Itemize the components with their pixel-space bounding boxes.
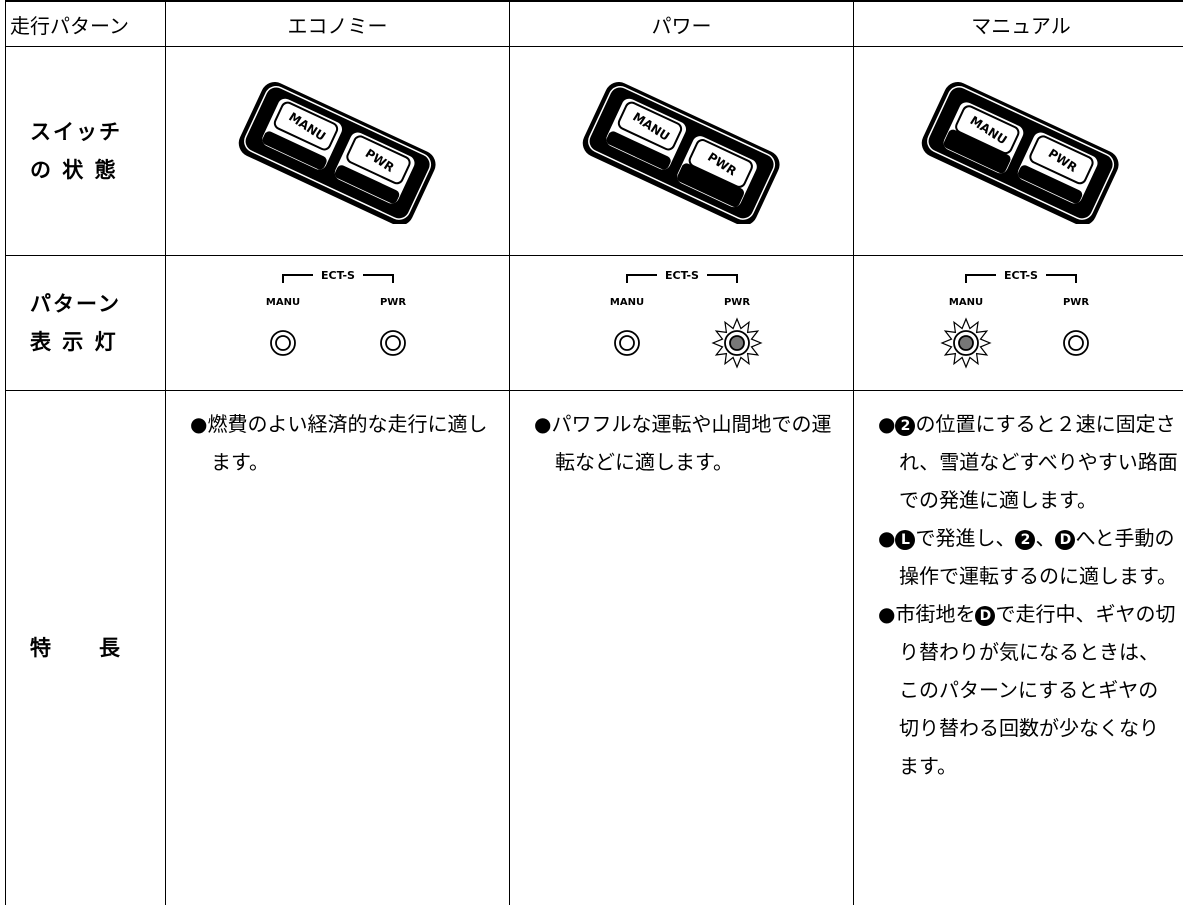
header-row: 走行パターン エコノミー パワー マニュアル [6,1,1183,47]
feature-text: ● [878,526,895,550]
group-label: ECT-S [321,269,355,282]
header-cell: エコノミー [166,1,510,47]
group-label: ECT-S [1004,269,1038,282]
header-cell: 走行パターン [6,1,166,47]
lamp-label: PWR [1063,297,1089,308]
lamp-cell: ECT-S MANU PWR [166,256,510,391]
circled-mark: L [895,530,915,550]
label-line: の 状 態 [30,151,165,189]
feature-item: ●燃費のよい経済的な走行に適します。 [190,405,499,481]
circled-mark: 2 [895,416,915,436]
panel-base [234,77,440,224]
lamp-cell: ECT-S MANU PWR [854,256,1183,391]
feature-cell: ●パワフルな運転や山間地での運転などに適します。 [510,391,854,905]
lamp-cell: ECT-S MANU PWR [510,256,854,391]
lamp-label: MANU [949,297,983,308]
feature-text: ●パワフルな運転や山間地での運転などに適します。 [534,412,831,474]
lamp-drawing: ECT-S MANU PWR [238,261,438,381]
row-label: パターン 表 示 灯 [6,256,166,391]
feature-text: ●燃費のよい経済的な走行に適します。 [190,412,487,474]
feature-text: で走行中、ギヤの切り替わりが気になるときは、このパターンにするとギヤの切り替わる… [899,602,1175,778]
label-line: パターン [30,285,165,323]
feature-text: の位置にすると２速に固定され、雪道などすべりやすい路面での発進に適します。 [899,412,1178,512]
lamp-label: MANU [265,297,299,308]
lamp-inner [730,336,744,350]
lamp-label: PWR [723,297,749,308]
header-cell: マニュアル [854,1,1183,47]
lamp-inner [620,336,634,350]
circled-mark: D [1055,530,1075,550]
feature-text: ● [878,412,895,436]
lamp-drawing: ECT-S MANU PWR [582,261,782,381]
lamp-row: パターン 表 示 灯 ECT-S MANU PWR ECT-S MANU PWR ECT… [6,256,1183,391]
lamp-inner [276,336,290,350]
feature-cell: ●燃費のよい経済的な走行に適します。 [166,391,510,905]
lamp-inner [1069,336,1083,350]
circled-mark: 2 [1015,530,1035,550]
row-label: 特 長 [6,391,166,905]
feature-text: 、 [1035,526,1055,550]
panel-base [578,77,784,224]
row-label: スイッチ の 状 態 [6,47,166,256]
header-cell: パワー [510,1,854,47]
feature-text: で発進し、 [915,526,1015,550]
label-line: 表 示 灯 [30,323,165,361]
feature-item: ●パワフルな運転や山間地での運転などに適します。 [534,405,843,481]
feature-text: ●市街地を [878,602,975,626]
feature-row: 特 長 ●燃費のよい経済的な走行に適します。 ●パワフルな運転や山間地での運転な… [6,391,1183,905]
lamp-inner [959,336,973,350]
lamp-drawing: ECT-S MANU PWR [921,261,1121,381]
lamp-label: MANU [609,297,643,308]
group-label: ECT-S [665,269,699,282]
circled-mark: D [975,606,995,626]
label-line: スイッチ [30,113,165,151]
lamp-inner [386,336,400,350]
lamp-label: PWR [379,297,405,308]
